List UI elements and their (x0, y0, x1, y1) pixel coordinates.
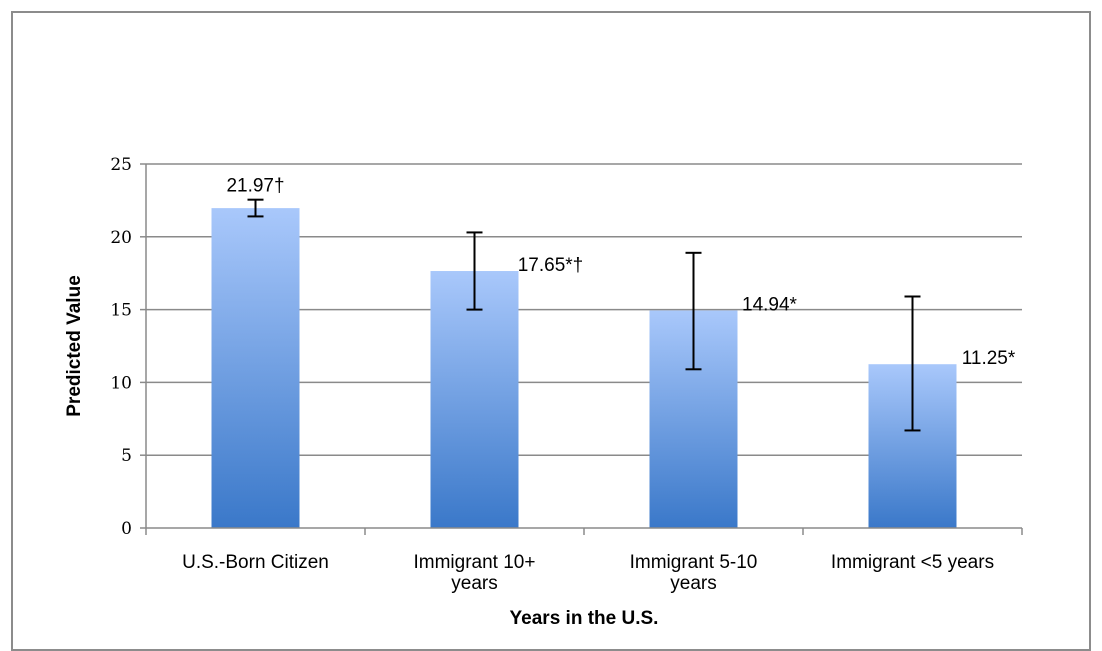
axes (145, 164, 1023, 535)
x-category-label: years (451, 573, 497, 594)
x-category-label: years (670, 573, 716, 594)
y-tick-label: 15 (110, 301, 132, 321)
error-bar (247, 198, 264, 218)
data-label: 21.97† (226, 176, 284, 197)
data-label: 17.65*† (518, 255, 584, 276)
x-category-label: U.S.-Born Citizen (182, 552, 329, 573)
y-tick-labels: 0 5 10 15 20 25 (110, 155, 132, 539)
bar (430, 271, 519, 528)
x-category-label: Immigrant <5 years (831, 552, 994, 573)
data-labels: 21.97† 17.65*† 14.94* 11.25* (226, 176, 1015, 370)
y-tick-label: 10 (110, 373, 132, 393)
y-axis-title: Predicted Value (64, 275, 85, 417)
y-tick-label: 25 (110, 155, 132, 175)
x-axis-title: Years in the U.S. (510, 608, 659, 629)
error-bar (685, 251, 702, 371)
data-label: 11.25* (962, 348, 1016, 369)
y-tick-label: 20 (110, 228, 132, 248)
x-category-label: Immigrant 5-10 (630, 552, 758, 573)
bar (211, 208, 300, 528)
error-bars (247, 198, 921, 432)
y-tick-label: 0 (121, 519, 132, 539)
error-bar (904, 295, 921, 432)
error-bar (466, 231, 483, 311)
chart-frame (11, 11, 1091, 651)
x-category-label: Immigrant 10+ (414, 552, 536, 573)
y-tick-label: 5 (121, 446, 132, 466)
x-category-labels: U.S.-Born Citizen Immigrant 10+yearsImmig… (182, 552, 994, 594)
bar-chart: 0 5 10 15 20 25 U.S.-Born Citizen Immigrant 10… (64, 155, 1023, 629)
data-label: 14.94* (742, 294, 798, 315)
bars (211, 208, 957, 528)
